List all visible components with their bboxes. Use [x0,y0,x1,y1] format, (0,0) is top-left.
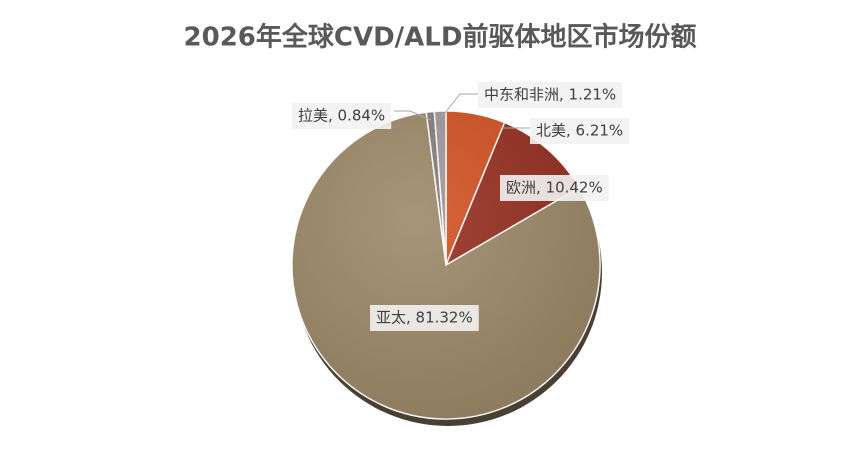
data-label: 拉美, 0.84% [298,107,385,125]
chart-title: 2026年全球CVD/ALD前驱体地区市场份额 [184,22,697,53]
leader-line [440,93,478,119]
pie [291,110,601,420]
leader-line [394,110,432,121]
label-box [292,103,392,129]
data-label: 中东和非洲, 1.21% [484,86,616,104]
label-box [500,175,609,201]
labels: 北美, 6.21% 欧洲, 10.42% 亚太, 81.32% 拉美, 0.84% 中东… [292,82,630,331]
label-box [370,305,479,331]
data-label: 亚太, 81.32% [376,309,473,327]
data-label: 北美, 6.21% [536,122,623,140]
label-box [530,118,630,144]
data-label: 欧洲, 10.42% [506,179,603,197]
label-box [478,82,623,108]
